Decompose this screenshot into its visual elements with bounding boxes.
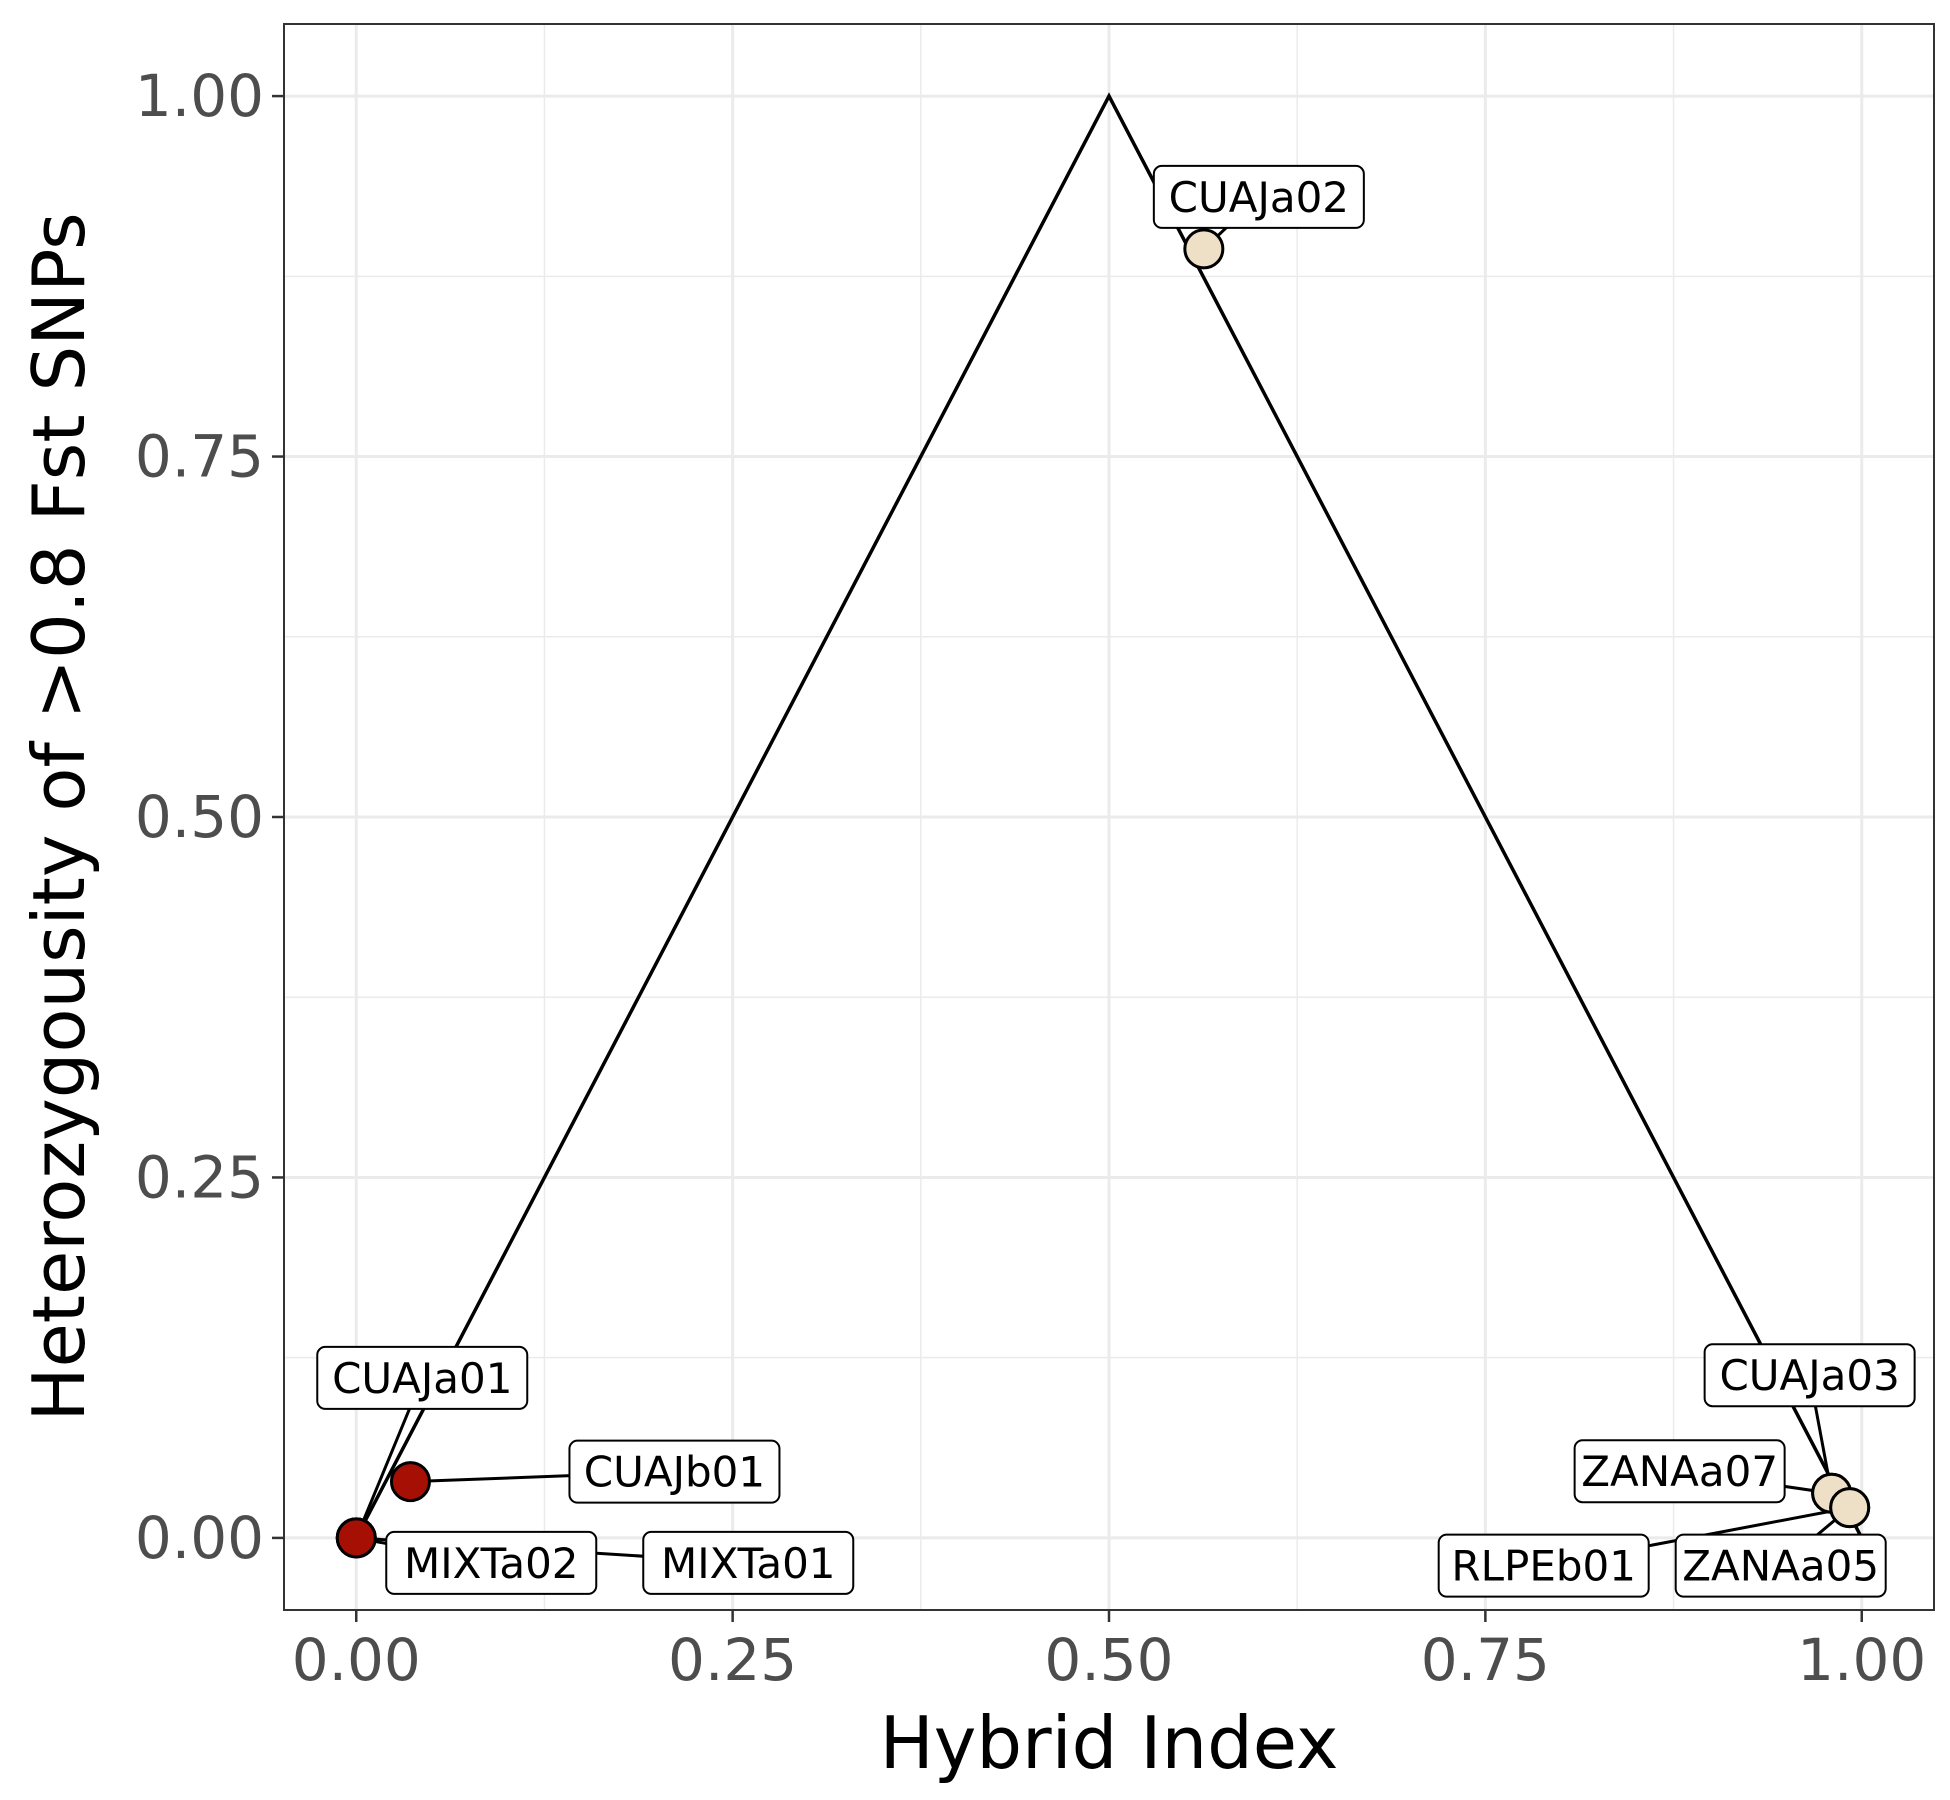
label-box (1703, 1343, 1916, 1408)
y-tick-label: 0.25 (135, 1143, 264, 1211)
label-box (1573, 1439, 1786, 1504)
data-point (335, 1517, 377, 1559)
point-label: MIXTa01 (661, 1539, 836, 1588)
label-box (568, 1439, 781, 1504)
point-label: CUAJa02 (1169, 173, 1349, 222)
point-label: ZANAa05 (1682, 1542, 1879, 1591)
label-box (1437, 1533, 1650, 1598)
x-tick-label: 0.00 (292, 1626, 421, 1694)
point-label: RLPEb01 (1451, 1542, 1636, 1591)
point-labels: CUAJa01 MIXTa02 MIXTa01 CUAJb01 CUAJa02 CUAJa… (316, 164, 1916, 1598)
point-label: ZANAa07 (1581, 1447, 1778, 1496)
y-axis-ticks: 0.00 0.25 0.50 0.75 1.00 (135, 62, 284, 1572)
y-tick-label: 1.00 (135, 62, 264, 130)
x-tick-label: 0.75 (1421, 1626, 1550, 1694)
y-tick-label: 0.50 (135, 783, 264, 851)
y-tick-label: 0.00 (135, 1504, 264, 1572)
label-box (385, 1530, 598, 1595)
data-point (1829, 1487, 1871, 1529)
label-box (1152, 164, 1365, 229)
label-box (642, 1530, 855, 1595)
point-label: MIXTa02 (404, 1539, 579, 1588)
point-label: CUAJa01 (332, 1354, 512, 1403)
point-label: CUAJa03 (1719, 1351, 1899, 1400)
label-box (1674, 1533, 1887, 1598)
y-tick-label: 0.75 (135, 423, 264, 491)
data-point (1183, 228, 1225, 270)
x-axis-ticks: 0.00 0.25 0.50 0.75 1.00 (292, 1610, 1926, 1694)
data-points (335, 228, 1871, 1559)
x-axis-title: Hybrid Index (880, 1701, 1339, 1785)
x-tick-label: 0.25 (668, 1626, 797, 1694)
x-tick-label: 0.50 (1044, 1626, 1173, 1694)
y-axis-title: Heterozygousity of >0.8 Fst SNPs (17, 212, 101, 1421)
label-box (316, 1345, 529, 1410)
x-tick-label: 1.00 (1797, 1626, 1926, 1694)
point-label: CUAJb01 (584, 1448, 765, 1497)
data-point (389, 1461, 431, 1503)
triangle-reference-line (354, 92, 1864, 1539)
